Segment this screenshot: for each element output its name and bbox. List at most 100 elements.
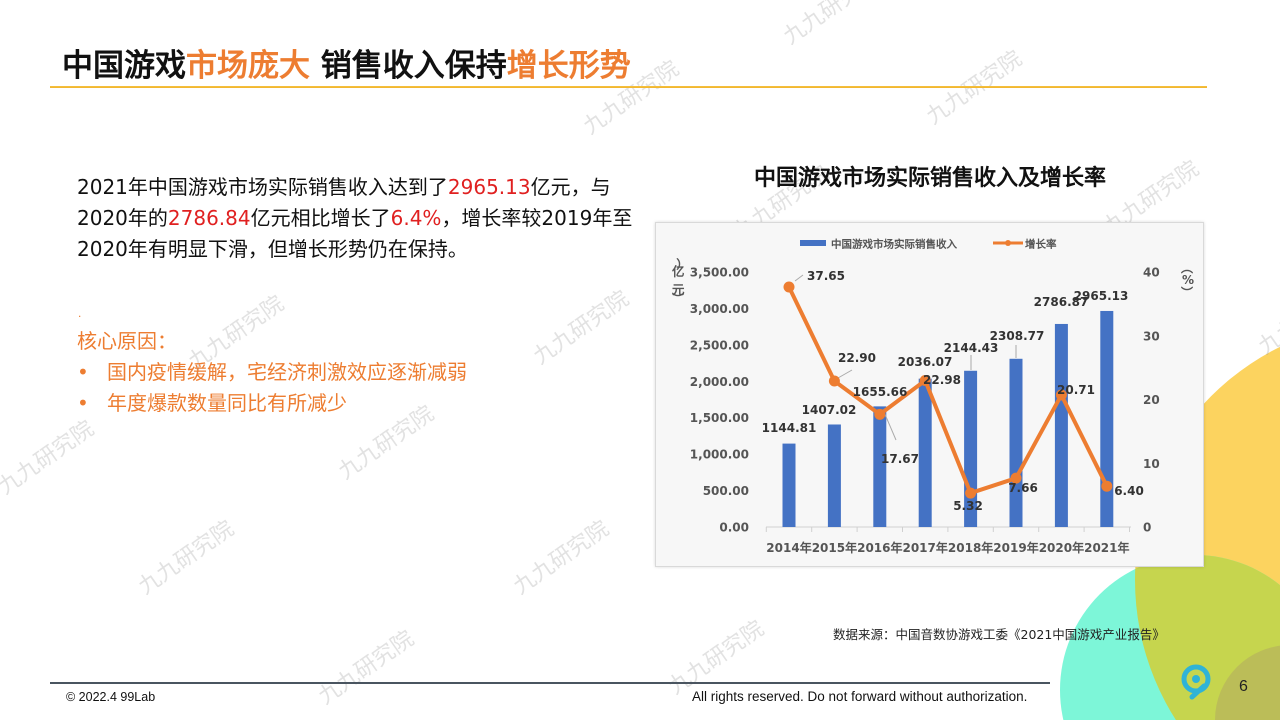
y2-tick-label: 0: [1143, 521, 1151, 535]
legend-line-label: 增长率: [1025, 238, 1057, 251]
bar-value-label: 2786.87: [1034, 295, 1089, 309]
x-tick-label: 2016年: [857, 540, 902, 555]
bar-data-labels: 1144.81 1407.02 1655.66 2036.072144.432308.…: [762, 289, 1129, 435]
reason-item: • 年度爆款数量同比有所减少: [77, 388, 467, 419]
line-value-label: 7.66: [1008, 481, 1038, 495]
x-axis-ticks: 2014年 2015年 2016年 2017年 2018年 2019年 2020年 2021年: [765, 527, 1130, 555]
y-axis-label-char: 亿: [672, 264, 685, 279]
x-tick-label: 2021年: [1084, 540, 1129, 555]
y-axis-ticks: 3,500.00 3,000.00 2,500.00 2,000.00 1,500.00…: [690, 266, 749, 535]
legend-bar-label: 中国游戏市场实际销售收入: [831, 238, 957, 251]
reasons-heading: 核心原因：: [77, 329, 177, 353]
line-value-label: 17.67: [881, 452, 919, 466]
x-tick-label: 2019年: [993, 540, 1038, 555]
chart-title: 中国游戏市场实际销售收入及增长率: [753, 166, 1106, 191]
revenue-2020-value: 2786.84: [167, 206, 251, 230]
y2-axis-ticks: 40 30 20 10 0: [1143, 266, 1160, 535]
y-tick-label: 0.00: [719, 521, 749, 535]
paragraph-text: ，增长率较2019年至2020年有明显下滑，但增长形势仍在保持。: [77, 206, 633, 261]
reason-text: 年度爆款数量同比有所减少: [107, 391, 347, 415]
growth-marker: [1010, 472, 1022, 484]
stray-dot: .: [78, 306, 82, 320]
growth-rate-value: 6.4%: [390, 206, 442, 230]
x-tick-label: 2018年: [948, 540, 993, 555]
summary-paragraph: 2021年中国游戏市场实际销售收入达到了2965.13亿元，与2020年的278…: [77, 172, 637, 265]
reason-item: • 国内疫情缓解，宅经济刺激效应逐渐减弱: [77, 357, 467, 388]
bar-value-label: 1655.66: [853, 385, 908, 399]
x-tick-label: 2020年: [1039, 540, 1084, 555]
y-tick-label: 2,000.00: [690, 375, 749, 389]
reason-text: 国内疫情缓解，宅经济刺激效应逐渐减弱: [107, 360, 467, 384]
line-series: [783, 281, 1113, 499]
bar: [1009, 358, 1023, 527]
bar: [782, 443, 796, 527]
line-value-label: 5.32: [953, 499, 983, 513]
y-axis-paren: ︵: [675, 257, 689, 271]
growth-marker: [965, 487, 977, 499]
y2-axis-label: %: [1182, 273, 1194, 287]
bar-series: [782, 310, 1114, 527]
title-part-3: 销售收入保持: [310, 48, 507, 84]
bar: [873, 406, 887, 527]
bar: [918, 378, 932, 527]
growth-line: [787, 286, 1109, 496]
legend-bar-swatch: [800, 240, 826, 246]
title-highlight-2: 增长形势: [506, 48, 631, 84]
bar-value-label: 2965.13: [1074, 289, 1129, 303]
bar: [827, 424, 841, 527]
copyright: © 2022.4 99Lab: [66, 690, 156, 704]
paragraph-text: 亿元相比增长了: [250, 206, 391, 230]
line-value-label: 20.71: [1057, 383, 1095, 397]
growth-marker: [919, 375, 931, 387]
bar-value-label: 1144.81: [762, 421, 817, 435]
legend-line-marker: [1005, 240, 1011, 246]
revenue-2021-value: 2965.13: [447, 175, 531, 199]
y-tick-label: 500.00: [703, 484, 749, 498]
paragraph-text: 亿元，与2020年的: [77, 175, 611, 230]
y-tick-label: 3,000.00: [690, 302, 749, 316]
bar-value-label: 1407.02: [802, 403, 857, 417]
y2-tick-label: 10: [1143, 457, 1160, 471]
growth-marker: [1055, 389, 1067, 401]
y2-tick-label: 40: [1143, 266, 1160, 280]
99lab-logo-icon: [1181, 664, 1211, 700]
paragraph-text: 2021年中国游戏市场实际销售收入达到了: [77, 175, 448, 199]
y-axis-paren: ︶: [671, 291, 685, 306]
bar: [1100, 310, 1114, 527]
title-part-1: 中国游戏: [62, 48, 186, 84]
slide-title: 中国游戏市场庞大 销售收入保持增长形势: [62, 40, 631, 85]
title-highlight-1: 市场庞大: [186, 48, 310, 84]
growth-marker: [828, 375, 840, 387]
bar-value-label: 2036.07: [898, 355, 953, 369]
y2-tick-label: 20: [1143, 393, 1160, 407]
y-tick-label: 1,000.00: [690, 448, 749, 462]
y-tick-label: 2,500.00: [690, 338, 749, 352]
line-value-label: 6.40: [1114, 484, 1144, 498]
growth-marker: [783, 281, 795, 293]
line-value-label: 22.98: [923, 373, 961, 387]
bar-value-label: 2144.43: [944, 341, 999, 355]
y2-axis-paren: ︵: [1180, 261, 1194, 275]
footer-divider: [50, 682, 1050, 684]
x-tick-label: 2017年: [902, 540, 947, 555]
bullet-icon: •: [77, 391, 89, 415]
x-tick-label: 2014年: [766, 540, 811, 555]
y2-axis-paren: ︶: [1180, 285, 1194, 300]
bar-value-label: 2308.77: [990, 329, 1045, 343]
growth-marker: [874, 408, 886, 420]
line-value-label: 22.90: [838, 351, 876, 365]
y2-tick-label: 30: [1143, 329, 1160, 343]
y-tick-label: 3,500.00: [690, 266, 749, 280]
growth-marker: [1101, 480, 1113, 492]
bar: [1054, 323, 1068, 527]
y-axis-label-char: 元: [672, 282, 685, 297]
page-number: 6: [1239, 678, 1248, 695]
x-tick-label: 2015年: [812, 540, 857, 555]
y-tick-label: 1,500.00: [690, 411, 749, 425]
line-value-label: 37.65: [807, 269, 845, 283]
title-divider: [50, 86, 1207, 88]
rights-notice: All rights reserved. Do not forward with…: [692, 689, 1028, 704]
label-leader-lines: [794, 274, 1017, 441]
line-data-labels: 37.65 22.90 17.67 22.98 5.32 7.66 20.71 6.40: [807, 269, 1144, 513]
